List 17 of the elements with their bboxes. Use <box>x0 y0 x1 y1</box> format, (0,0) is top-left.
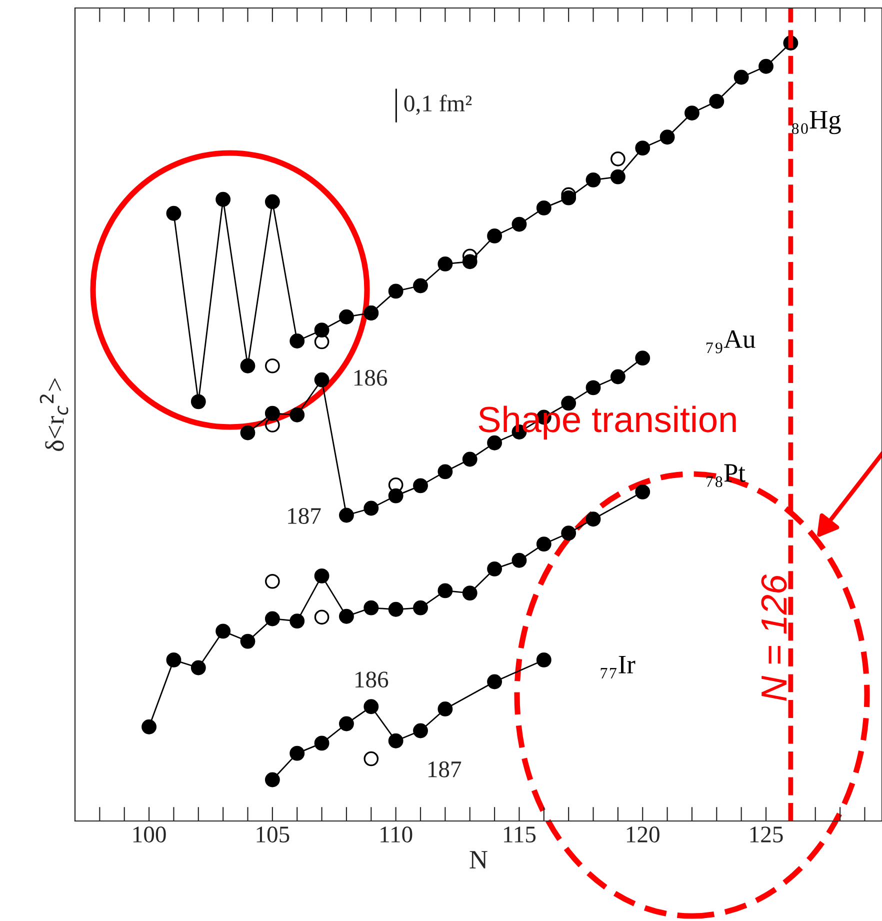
series-label: ₇₇Ir <box>600 656 636 678</box>
x-tick-label: 110 <box>380 826 412 842</box>
annotation: 0,1 fm² <box>404 94 472 115</box>
y-axis-title: δ<r$_{c}$$^{2}$> <box>40 378 68 451</box>
annotation: 187 <box>428 761 462 778</box>
ref-line-label: N = 126 <box>761 574 787 701</box>
x-tick-label: 115 <box>504 826 536 842</box>
x-tick-label: 100 <box>133 826 166 842</box>
annotation: 186 <box>354 370 388 386</box>
series-label: ₈₀Hg <box>792 111 841 134</box>
text: ₇₉Au <box>706 330 756 354</box>
x-axis-title: N <box>470 851 488 868</box>
annotation: 187 <box>288 508 321 524</box>
x-tick-label: 105 <box>256 826 290 842</box>
x-tick-label: 120 <box>626 826 660 842</box>
x-tick-label: 125 <box>750 826 783 842</box>
annotation: 186 <box>356 672 388 688</box>
